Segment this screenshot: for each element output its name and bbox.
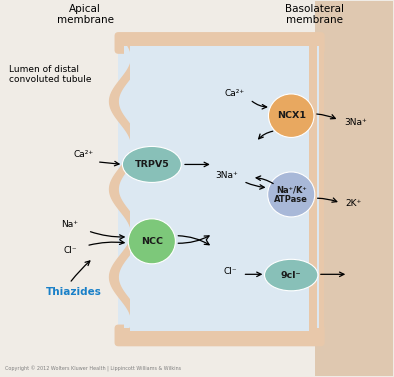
Text: Na⁺/K⁺
ATPase: Na⁺/K⁺ ATPase bbox=[274, 185, 308, 204]
Text: Ca²⁺: Ca²⁺ bbox=[224, 89, 244, 98]
Text: 3Na⁺: 3Na⁺ bbox=[344, 118, 367, 127]
FancyBboxPatch shape bbox=[115, 32, 325, 54]
Bar bbox=[309, 43, 324, 343]
Ellipse shape bbox=[264, 259, 318, 291]
Bar bbox=[312, 46, 318, 328]
Text: 3Na⁺: 3Na⁺ bbox=[215, 171, 238, 180]
Text: 2K⁺: 2K⁺ bbox=[346, 199, 362, 208]
Bar bbox=[125, 46, 311, 328]
Text: NCX1: NCX1 bbox=[277, 111, 306, 120]
Bar bbox=[309, 35, 318, 343]
Text: Cl⁻: Cl⁻ bbox=[223, 267, 237, 276]
Ellipse shape bbox=[268, 172, 315, 217]
Bar bbox=[315, 2, 393, 376]
Text: Apical
membrane: Apical membrane bbox=[57, 4, 113, 25]
Text: Lumen of distal
convoluted tubule: Lumen of distal convoluted tubule bbox=[9, 65, 91, 84]
Text: Na⁺: Na⁺ bbox=[61, 220, 78, 229]
Ellipse shape bbox=[268, 94, 314, 138]
Ellipse shape bbox=[128, 219, 175, 264]
Ellipse shape bbox=[123, 146, 181, 182]
Bar bbox=[119, 35, 315, 343]
FancyBboxPatch shape bbox=[115, 325, 325, 346]
Text: Cl⁻: Cl⁻ bbox=[64, 246, 77, 255]
Text: Basolateral
membrane: Basolateral membrane bbox=[285, 4, 344, 25]
Bar bbox=[317, 46, 319, 328]
Text: TRPV5: TRPV5 bbox=[134, 160, 169, 169]
Bar bbox=[130, 46, 312, 331]
Text: Ca²⁺: Ca²⁺ bbox=[73, 150, 93, 159]
Text: NCC: NCC bbox=[141, 237, 163, 246]
Text: Thiazides: Thiazides bbox=[46, 287, 102, 297]
Text: 9cl⁻: 9cl⁻ bbox=[281, 271, 301, 280]
Text: Copyright © 2012 Wolters Kluwer Health | Lippincott Williams & Wilkins: Copyright © 2012 Wolters Kluwer Health |… bbox=[5, 366, 181, 372]
